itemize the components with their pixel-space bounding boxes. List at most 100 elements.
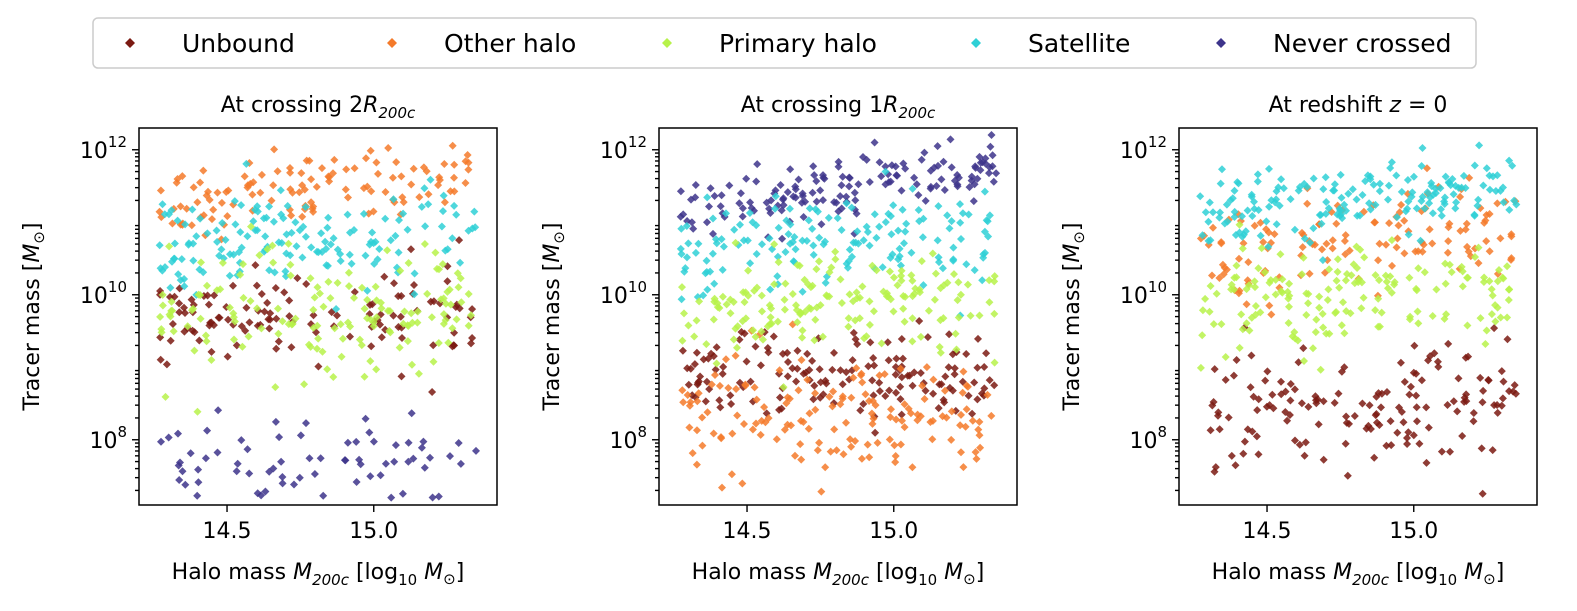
point-satellite xyxy=(1204,217,1213,226)
point-satellite xyxy=(1222,200,1231,209)
point-satellite xyxy=(985,211,994,220)
point-primary xyxy=(268,241,277,250)
point-unbound xyxy=(1253,406,1262,415)
point-satellite xyxy=(437,222,446,231)
point-satellite xyxy=(464,226,473,235)
point-unbound xyxy=(272,314,281,323)
point-satellite xyxy=(1451,204,1460,213)
point-satellite xyxy=(1404,197,1413,206)
point-primary xyxy=(156,312,165,321)
point-unbound xyxy=(367,342,376,351)
point-satellite xyxy=(719,242,728,251)
point-primary xyxy=(729,298,738,306)
point-other xyxy=(715,381,724,390)
point-never xyxy=(893,171,902,180)
point-primary xyxy=(916,332,925,341)
point-satellite xyxy=(155,241,164,250)
point-other xyxy=(1298,228,1306,237)
point-satellite xyxy=(343,210,352,219)
point-other xyxy=(1485,210,1494,218)
point-satellite xyxy=(887,230,896,239)
point-unbound xyxy=(690,360,699,369)
point-satellite xyxy=(1317,219,1326,228)
point-other xyxy=(302,156,311,165)
point-satellite xyxy=(1318,256,1327,265)
point-primary xyxy=(288,319,297,328)
point-primary xyxy=(1238,244,1247,253)
point-unbound xyxy=(978,389,986,398)
point-unbound xyxy=(232,341,241,350)
point-never xyxy=(779,195,787,204)
point-unbound xyxy=(870,361,879,370)
point-primary xyxy=(1357,304,1366,313)
point-satellite xyxy=(676,244,685,253)
point-other xyxy=(891,452,900,460)
point-satellite xyxy=(177,255,186,264)
point-primary xyxy=(1318,309,1327,318)
point-other xyxy=(847,393,856,402)
point-satellite xyxy=(314,248,323,257)
point-primary xyxy=(1474,243,1483,252)
point-primary xyxy=(1357,278,1366,287)
point-primary xyxy=(897,271,906,280)
point-primary xyxy=(709,315,718,324)
point-unbound xyxy=(830,348,838,357)
point-primary xyxy=(869,307,878,316)
point-primary xyxy=(852,288,861,297)
point-primary xyxy=(238,342,247,351)
point-satellite xyxy=(949,243,958,252)
point-other xyxy=(974,425,983,434)
point-satellite xyxy=(1369,180,1378,189)
point-other xyxy=(741,380,750,389)
point-other xyxy=(1215,274,1224,282)
point-primary xyxy=(1476,314,1485,323)
point-satellite xyxy=(230,197,239,206)
point-satellite xyxy=(450,201,459,210)
point-satellite xyxy=(173,216,182,225)
point-primary xyxy=(278,317,287,326)
point-never xyxy=(454,439,463,447)
point-satellite xyxy=(677,250,686,258)
point-never xyxy=(778,234,787,243)
point-primary xyxy=(1471,253,1479,261)
point-never xyxy=(881,180,890,189)
point-other xyxy=(397,172,406,181)
point-other xyxy=(189,183,198,192)
point-satellite xyxy=(730,225,739,234)
point-never xyxy=(404,438,413,447)
legend-marker-never xyxy=(1216,38,1226,48)
point-satellite xyxy=(722,209,730,218)
point-satellite xyxy=(1294,186,1303,195)
point-unbound xyxy=(263,298,272,307)
point-never xyxy=(257,491,266,500)
point-other xyxy=(826,447,835,456)
point-unbound xyxy=(1396,358,1405,367)
point-satellite xyxy=(1366,205,1375,214)
point-primary xyxy=(377,304,386,313)
point-unbound xyxy=(1415,439,1424,448)
point-other xyxy=(1234,289,1243,298)
point-satellite xyxy=(281,267,290,276)
point-primary xyxy=(431,248,440,257)
point-satellite xyxy=(919,281,928,290)
point-primary xyxy=(1235,343,1244,352)
point-satellite xyxy=(1241,227,1250,236)
point-unbound xyxy=(272,344,281,353)
point-primary xyxy=(1491,301,1500,310)
point-other xyxy=(821,463,830,472)
point-primary xyxy=(1413,307,1422,316)
point-satellite xyxy=(691,248,700,257)
point-primary xyxy=(366,357,375,366)
point-primary xyxy=(678,283,686,292)
point-unbound xyxy=(187,295,196,304)
point-satellite xyxy=(1482,164,1491,173)
point-satellite xyxy=(881,167,890,176)
point-unbound xyxy=(735,335,744,344)
point-primary xyxy=(1333,255,1342,264)
point-other xyxy=(1493,199,1502,208)
point-never xyxy=(981,154,990,163)
point-primary xyxy=(444,338,453,347)
point-primary xyxy=(236,270,245,279)
point-other xyxy=(975,417,984,426)
point-satellite xyxy=(421,222,430,231)
